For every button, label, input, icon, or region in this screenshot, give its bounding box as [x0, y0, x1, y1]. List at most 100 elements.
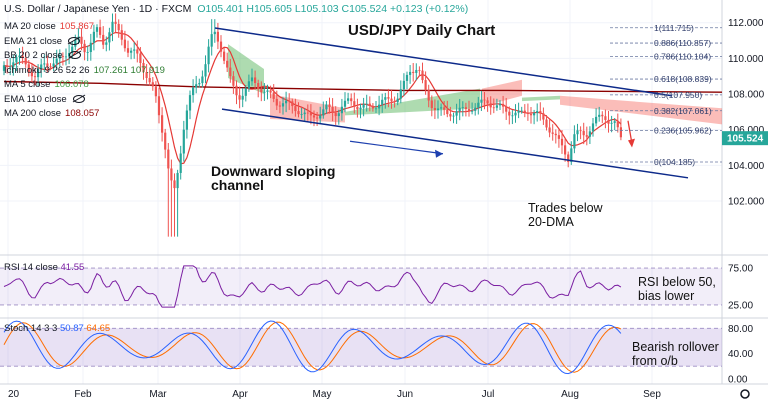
candle-body [219, 41, 223, 52]
candle-body [164, 132, 167, 150]
indicator-legend-item[interactable]: MA 20 close 105.867 [4, 21, 94, 32]
indicator-legend-item[interactable]: EMA 110 close [4, 94, 85, 105]
candle-body [316, 117, 319, 119]
candle-body [328, 104, 331, 108]
indicator-legend-item[interactable]: BB 20 2 close [4, 50, 81, 61]
candle-body [564, 145, 567, 155]
candle-body [260, 89, 263, 93]
rsi-tick-label: 75.00 [728, 264, 753, 275]
candle-body [303, 112, 306, 115]
candle-body [495, 105, 498, 108]
candle-body [133, 49, 136, 51]
candle-body [579, 130, 582, 132]
candle-body [533, 113, 536, 116]
hidden-eye-icon[interactable] [68, 36, 81, 45]
x-tick-label: Apr [232, 389, 248, 400]
candle-body [415, 69, 418, 73]
ma200-line [3, 80, 723, 93]
candle-body [573, 134, 576, 149]
candle-body [607, 119, 610, 124]
candle-body [492, 107, 495, 109]
candle-body [570, 148, 573, 162]
fib-level-label: 0.5(107.950) [654, 90, 702, 100]
candle-body [201, 76, 204, 84]
stoch-tick-label: 80.00 [728, 324, 753, 335]
candle-body [402, 80, 405, 90]
x-tick-label: Aug [561, 389, 579, 400]
hidden-eye-icon[interactable] [72, 94, 85, 103]
candle-body [343, 100, 347, 107]
rsi-title: RSI 14 close 41.55 [4, 262, 85, 273]
channel-lower-line [221, 108, 689, 179]
indicator-legend-item[interactable]: Ichimoku 9 26 52 26 107.261 107.919 [4, 65, 165, 76]
candle-body [210, 34, 213, 47]
indicator-legend-item[interactable]: MA 200 close 108.057 [4, 108, 99, 119]
candle-body [198, 83, 201, 85]
indicator-legend-item[interactable]: EMA 21 close [4, 35, 81, 47]
candle-body [176, 172, 179, 189]
candle-body [576, 130, 579, 135]
ichimoku-cloud [560, 95, 722, 125]
candle-body [288, 100, 291, 102]
candle-body [61, 56, 64, 57]
candle-body [275, 98, 278, 106]
candle-body [334, 112, 337, 117]
gear-icon[interactable] [740, 389, 750, 399]
candle-body [474, 107, 477, 111]
candle-body [281, 103, 285, 107]
indicator-value: 106.078 [54, 79, 89, 90]
indicator-legend-item[interactable]: MA 5 close 106.078 [4, 79, 89, 90]
trades-annotation: Trades below 20-DMA [528, 201, 603, 229]
x-tick-label: Sep [643, 389, 661, 400]
candle-body [105, 42, 108, 45]
candle-body [306, 112, 309, 114]
candle-body [455, 111, 458, 116]
candle-body [12, 62, 15, 67]
x-tick-label: Jul [482, 389, 495, 400]
price-tick-label: 102.000 [728, 196, 765, 207]
indicator-label: MA 200 close [4, 108, 62, 119]
candle-body [123, 39, 126, 49]
candle-body [291, 101, 294, 107]
fib-level-label: 0.382(107.061) [654, 106, 712, 116]
candle-body [263, 91, 266, 93]
price-tick-label: 106.000 [728, 125, 765, 136]
candle-body [182, 129, 185, 154]
candle-body [551, 132, 554, 134]
candle-body [613, 121, 616, 123]
candle-body [117, 23, 120, 31]
candle-body [418, 69, 421, 71]
indicator-label: MA 5 close [4, 79, 51, 90]
candle-body [6, 65, 9, 68]
indicator-label: EMA 110 close [4, 93, 67, 105]
candle-body [207, 46, 210, 65]
fib-level-label: 0.886(110.857) [654, 38, 711, 48]
candle-body [371, 105, 374, 109]
candle-body [440, 107, 443, 109]
candle-body [161, 115, 164, 133]
candle-body [266, 90, 269, 92]
candle-body [148, 77, 151, 83]
candle-body [486, 100, 489, 104]
candle-body [604, 116, 607, 120]
hidden-eye-icon[interactable] [68, 51, 81, 60]
indicator-label: MA 20 close [4, 21, 56, 32]
candle-body [232, 76, 235, 86]
candle-body [89, 42, 92, 53]
candle-body [557, 135, 560, 139]
candle-body [381, 99, 384, 105]
candle-body [24, 58, 27, 65]
candle-body [185, 110, 188, 130]
candle-body [195, 84, 198, 88]
candle-body [560, 138, 564, 146]
indicator-label: EMA 21 close [4, 35, 63, 47]
candle-body [477, 102, 480, 108]
candle-body [405, 74, 409, 81]
candle-body [40, 64, 43, 69]
candle-body [136, 49, 139, 54]
candle-body [80, 36, 83, 44]
indicator-label: Ichimoku 9 26 52 26 [4, 64, 90, 76]
x-tick-label: Feb [74, 389, 92, 400]
candle-body [353, 101, 356, 107]
